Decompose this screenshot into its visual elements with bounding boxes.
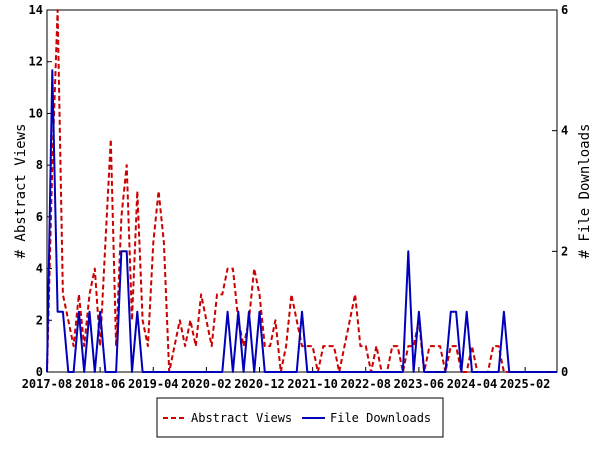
x-tick-label: 2018-06: [75, 377, 126, 391]
x-tick-label: 2017-08: [22, 377, 73, 391]
x-tick-label: 2024-04: [447, 377, 498, 391]
y-left-tick-label: 10: [29, 106, 43, 120]
x-tick-label: 2020-02: [181, 377, 232, 391]
y-left-tick-label: 14: [29, 3, 43, 17]
y-left-tick-label: 6: [36, 210, 43, 224]
y-right-tick-label: 0: [561, 365, 568, 379]
legend-label-file-downloads: File Downloads: [330, 411, 431, 425]
y-left-tick-label: 12: [29, 55, 43, 69]
legend-label-abstract-views: Abstract Views: [191, 411, 292, 425]
series-line-abstract-views: [46, 9, 557, 373]
series-line-file-downloads: [46, 69, 557, 373]
series-layer: [46, 9, 557, 373]
y-left-tick-label: 4: [36, 262, 43, 276]
y-left-tick-label: 0: [36, 365, 43, 379]
y-right-tick-label: 2: [561, 244, 568, 258]
x-tick-label: 2019-04: [128, 377, 179, 391]
x-tick-label: 2025-02: [500, 377, 551, 391]
y-left-axis-label: # Abstract Views: [13, 124, 29, 259]
y-right-axis-label: # File Downloads: [577, 124, 593, 259]
x-tick-label: 2021-10: [287, 377, 338, 391]
y-right-tick-label: 6: [561, 3, 568, 17]
x-tick-label: 2023-06: [394, 377, 445, 391]
right-axis: 0 2 4 6: [552, 3, 568, 379]
y-left-tick-label: 8: [36, 158, 43, 172]
y-left-tick-label: 2: [36, 313, 43, 327]
x-tick-label: 2022-08: [340, 377, 391, 391]
legend: Abstract Views File Downloads: [156, 397, 444, 438]
y-right-tick-label: 4: [561, 124, 568, 138]
left-axis: 0 2 4 6 8 10 12 14: [29, 3, 52, 379]
x-axis: 2017-08 2018-06 2019-04 2020-02 2020-12 2021-…: [22, 367, 551, 391]
legend-box: [156, 397, 444, 438]
x-tick-label: 2020-12: [234, 377, 285, 391]
